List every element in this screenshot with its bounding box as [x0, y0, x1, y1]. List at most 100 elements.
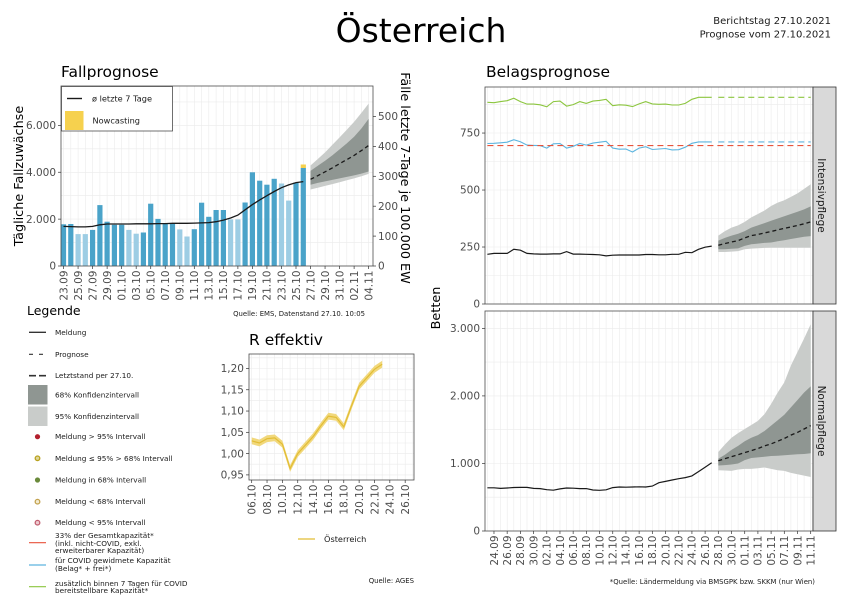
x-tick-label: 08.10 [262, 485, 274, 515]
forecast-ci68-band [718, 386, 811, 466]
y-axis-label-right: Fälle letzte 7-Tage je 100.000 EW [397, 72, 412, 284]
x-tick-label: 01.11 [740, 536, 752, 566]
x-tick-label: 02.11 [349, 271, 361, 301]
y-tick-label: 1,00 [221, 448, 244, 460]
x-tick-label: 23.10 [276, 271, 288, 301]
y-tick-label: 750 [460, 128, 480, 140]
x-tick-label: 03.10 [131, 271, 143, 301]
dot-icon [34, 434, 41, 440]
x-tick-label: 21.10 [262, 271, 274, 301]
chart-title: Belagsprognose [486, 63, 610, 81]
bar [249, 172, 255, 267]
r-confidence-band [251, 360, 383, 472]
legend-item-label: (Belag* + frei*) [55, 564, 111, 573]
r-line [251, 363, 383, 471]
ring-dot-icon [34, 498, 41, 505]
x-tick-label: 04.10 [555, 536, 567, 566]
legend-item-label: Meldung < 95% Intervall [55, 518, 146, 527]
y-tick-label: 250 [460, 242, 480, 254]
legend-item-label: 68% Konfidenzintervall [55, 391, 139, 400]
bar [111, 224, 117, 267]
y-tick-label-right: 500 [378, 111, 398, 123]
dot-icon [34, 477, 41, 483]
y-tick-label-right: 400 [378, 141, 398, 153]
ci95-swatch-icon [28, 406, 48, 426]
y-axis-label: Betten [429, 287, 444, 330]
x-tick-label: 26.10 [400, 485, 412, 515]
x-tick-label: 06.10 [568, 536, 580, 566]
x-tick-label: 09.10 [175, 271, 187, 301]
x-tick-label: 29.10 [320, 271, 332, 301]
r-effective-chart: R effektiv 0,95 1,00 1,05 1,10 1,15 1,20 06.10… [221, 331, 415, 585]
bar [155, 218, 161, 266]
case-chart-legend: ø letzte 7 Tage Nowcasting [61, 86, 173, 132]
y-tick-label: 3.000 [450, 323, 480, 335]
forecast-ci68-band [310, 118, 369, 185]
chart-title: R effektiv [249, 331, 323, 349]
ring-dot-icon [34, 455, 41, 462]
x-tick-label: 25.10 [291, 271, 303, 301]
x-tick-label: 30.10 [726, 536, 738, 566]
x-tick-label: 27.10 [305, 271, 317, 301]
x-tick-label: 14.10 [621, 536, 633, 566]
y-tick-label: 2.000 [450, 391, 480, 403]
x-tick-label: 25.09 [73, 271, 85, 301]
x-tick-label: 17.10 [233, 271, 245, 301]
legend-item-label: Letztstand per 27.10. [55, 371, 133, 380]
y-axis-label: Tägliche Fallzuwächse [12, 106, 27, 248]
x-tick-label: 10.10 [594, 536, 606, 566]
x-tick-label: 18.10 [647, 536, 659, 566]
x-tick-label: 24.09 [489, 536, 501, 566]
case-forecast-chart: Fallprognose 0 2.000 4.000 6.000 0 100 200 300 4… [12, 63, 412, 318]
bar [278, 183, 285, 266]
legend-item-label: Meldung > 95% Intervall [55, 432, 146, 441]
x-tick-label: 09.11 [792, 536, 804, 566]
legend-item-label: für COVID gewidmete Kapazität [55, 556, 171, 565]
occupancy-line [487, 245, 712, 257]
x-tick-label: 30.09 [528, 536, 540, 566]
x-tick-label: 03.11 [753, 536, 765, 566]
y-tick-label: 500 [460, 185, 480, 197]
bar [126, 229, 132, 266]
x-tick-label: 11.10 [189, 271, 201, 301]
bar [97, 205, 103, 266]
bar [68, 224, 74, 266]
bar [293, 182, 299, 266]
x-tick-label: 26.10 [700, 536, 712, 566]
x-tick-label: 07.10 [160, 271, 172, 301]
legend-panel: Legende Meldung Prognose Letztstand per … [27, 303, 188, 595]
covid-capacity-line [487, 139, 712, 153]
x-tick-label: 28.10 [713, 536, 725, 566]
bar [82, 234, 88, 266]
bar [191, 229, 197, 266]
x-tick-label: 05.11 [766, 536, 778, 566]
legend-item-label: erweiterbarer Kapazität) [55, 546, 144, 555]
page-title: Österreich [336, 10, 507, 50]
bar [133, 233, 139, 266]
legend-nowcasting-swatch [65, 111, 84, 130]
nowcasting-bar [300, 164, 306, 168]
r-effective-plot: 0,95 1,00 1,05 1,10 1,15 1,20 06.10 08.10 10.10 1… [221, 353, 415, 515]
x-tick-label: 18.10 [339, 485, 351, 515]
x-tick-label: 02.10 [542, 536, 554, 566]
x-tick-label: 08.10 [581, 536, 593, 566]
report-date: Berichtstag 27.10.2021 [713, 16, 831, 27]
bar [235, 219, 241, 266]
avg7-line [63, 180, 304, 228]
source-note: *Quelle: Ländermeldung via BMSGPK bzw. S… [610, 578, 816, 586]
bar [220, 210, 226, 266]
x-tick-label: 20.10 [354, 485, 366, 515]
panel-strip [812, 310, 837, 532]
bar [242, 202, 248, 266]
bar [177, 229, 183, 266]
forecast-median-line [718, 425, 811, 462]
x-tick-label: 28.09 [515, 536, 527, 566]
x-tick-label: 31.10 [334, 271, 346, 301]
bar [140, 232, 146, 266]
x-tick-label: 22.10 [369, 485, 381, 515]
bar [119, 224, 125, 267]
x-tick-label: 06.10 [247, 485, 259, 515]
y-tick-label: 1,20 [221, 363, 244, 375]
bar [148, 203, 154, 266]
